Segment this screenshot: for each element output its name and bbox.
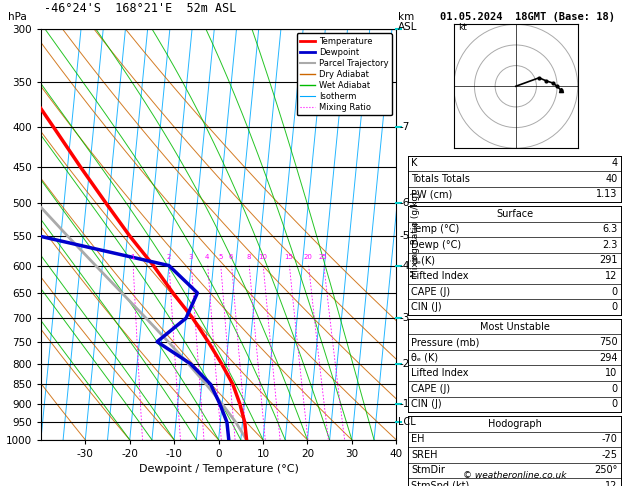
Text: Lifted Index: Lifted Index <box>411 368 469 378</box>
Text: 0: 0 <box>611 302 618 312</box>
Text: θₑ(K): θₑ(K) <box>411 256 435 265</box>
Text: 2: 2 <box>167 254 171 260</box>
Text: 250°: 250° <box>594 466 618 475</box>
Text: -46°24'S  168°21'E  52m ASL: -46°24'S 168°21'E 52m ASL <box>44 1 237 15</box>
Text: 6: 6 <box>229 254 233 260</box>
Text: -2: -2 <box>399 359 409 369</box>
Text: ASL: ASL <box>398 21 417 32</box>
Text: PW (cm): PW (cm) <box>411 190 453 199</box>
Text: 25: 25 <box>319 254 328 260</box>
Text: Pressure (mb): Pressure (mb) <box>411 337 480 347</box>
Text: SREH: SREH <box>411 450 438 460</box>
Text: Hodograph: Hodograph <box>487 419 542 429</box>
Text: kt: kt <box>458 23 467 33</box>
Text: -7: -7 <box>399 122 409 132</box>
Text: 1.13: 1.13 <box>596 190 618 199</box>
Text: hPa: hPa <box>8 12 27 22</box>
Text: Dewp (°C): Dewp (°C) <box>411 240 462 250</box>
Text: Most Unstable: Most Unstable <box>479 322 550 331</box>
Text: km: km <box>398 12 414 22</box>
Text: 20: 20 <box>304 254 313 260</box>
Text: 01.05.2024  18GMT (Base: 18): 01.05.2024 18GMT (Base: 18) <box>440 12 615 22</box>
Text: LCL: LCL <box>398 417 416 427</box>
Text: 6.3: 6.3 <box>603 225 618 234</box>
Text: θₑ (K): θₑ (K) <box>411 353 438 363</box>
Text: 3: 3 <box>189 254 193 260</box>
Text: 15: 15 <box>284 254 293 260</box>
Text: CAPE (J): CAPE (J) <box>411 287 450 296</box>
Text: K: K <box>411 158 418 168</box>
Text: 8: 8 <box>247 254 251 260</box>
Text: StmDir: StmDir <box>411 466 445 475</box>
Text: 4: 4 <box>611 158 618 168</box>
Text: 10: 10 <box>606 368 618 378</box>
Text: -25: -25 <box>602 450 618 460</box>
Text: -5: -5 <box>399 231 409 241</box>
Text: Mixing Ratio (g/kg): Mixing Ratio (g/kg) <box>411 191 420 278</box>
Text: Temp (°C): Temp (°C) <box>411 225 460 234</box>
Text: 0: 0 <box>611 287 618 296</box>
Text: EH: EH <box>411 434 425 444</box>
Text: 294: 294 <box>599 353 618 363</box>
Text: 750: 750 <box>599 337 618 347</box>
Text: -1: -1 <box>399 399 409 409</box>
Text: -4: -4 <box>399 260 409 271</box>
Legend: Temperature, Dewpoint, Parcel Trajectory, Dry Adiabat, Wet Adiabat, Isotherm, Mi: Temperature, Dewpoint, Parcel Trajectory… <box>297 34 392 116</box>
Text: -6: -6 <box>399 198 409 208</box>
Text: Totals Totals: Totals Totals <box>411 174 470 184</box>
Text: 4: 4 <box>205 254 209 260</box>
Text: 40: 40 <box>606 174 618 184</box>
Text: CIN (J): CIN (J) <box>411 399 442 409</box>
Text: Lifted Index: Lifted Index <box>411 271 469 281</box>
Text: 1: 1 <box>131 254 135 260</box>
Text: 12: 12 <box>605 271 618 281</box>
Text: © weatheronline.co.uk: © weatheronline.co.uk <box>463 471 566 480</box>
Text: 10: 10 <box>259 254 267 260</box>
Text: StmSpd (kt): StmSpd (kt) <box>411 481 470 486</box>
Text: 291: 291 <box>599 256 618 265</box>
Text: -70: -70 <box>602 434 618 444</box>
Text: 2.3: 2.3 <box>603 240 618 250</box>
Text: CAPE (J): CAPE (J) <box>411 384 450 394</box>
Text: 0: 0 <box>611 384 618 394</box>
Text: -3: -3 <box>399 313 409 323</box>
Text: 5: 5 <box>218 254 223 260</box>
Text: Surface: Surface <box>496 209 533 219</box>
Text: 12: 12 <box>605 481 618 486</box>
Text: 0: 0 <box>611 399 618 409</box>
Text: CIN (J): CIN (J) <box>411 302 442 312</box>
X-axis label: Dewpoint / Temperature (°C): Dewpoint / Temperature (°C) <box>138 465 299 474</box>
